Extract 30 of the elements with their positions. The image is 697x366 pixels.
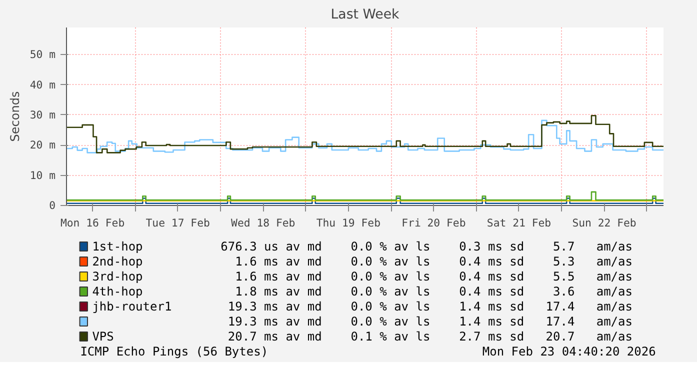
text: 19.3 ms av md 0.0 % av ls 1.4 ms sd 17.4 am/as (220, 314, 632, 328)
legend-label: jhb-router1 (92, 300, 172, 314)
y-tick-label: 10 m (30, 168, 56, 182)
x-tick-label: Mon 16 Feb (60, 216, 125, 230)
x-tick-label: Sat 21 Feb (486, 216, 552, 230)
x-tick-label: Tue 17 Feb (146, 216, 210, 230)
y-tick-label: 50 m (30, 48, 56, 62)
text: 676.3 us av md 0.0 % av ls 0.3 ms sd 5.7 am/as (220, 240, 632, 254)
legend-label: 3rd-hop (92, 270, 143, 284)
text: 19.3 ms av md 0.0 % av ls 1.4 ms sd 17.4 am/as (220, 300, 632, 314)
legend-label: 2nd-hop (92, 254, 143, 268)
text: 1.6 ms av md 0.0 % av ls 0.4 ms sd 5.5 am/as (220, 270, 632, 284)
y-axis-title: Seconds (8, 91, 22, 142)
text: 1.8 ms av md 0.0 % av ls 0.4 ms sd 3.6 am/as (220, 284, 632, 298)
text: 1.6 ms av md 0.0 % av ls 0.4 ms sd 5.3 am/as (220, 254, 632, 268)
x-tick-label: Thu 19 Feb (316, 216, 380, 230)
y-tick-label: 0 (49, 199, 56, 212)
chart-title: Last Week (330, 8, 400, 22)
legend-label: VPS (92, 330, 114, 344)
text: Mon Feb 23 04:40:20 2026 (482, 344, 656, 358)
x-tick-label: Sun 22 Feb (572, 216, 636, 230)
legend-label: 1st-hop (92, 240, 143, 254)
y-tick-label: 30 m (30, 108, 56, 122)
y-tick-label: 40 m (30, 78, 56, 92)
x-tick-label: Wed 18 Feb (231, 216, 296, 230)
x-tick-label: Fri 20 Feb (402, 216, 466, 230)
text: ICMP Echo Pings (56 Bytes) (80, 344, 268, 358)
y-tick-label: 20 m (30, 138, 56, 152)
text: 20.7 ms av md 0.1 % av ls 2.7 ms sd 20.7 am/as (220, 330, 632, 344)
legend-label: 4th-hop (92, 284, 143, 298)
